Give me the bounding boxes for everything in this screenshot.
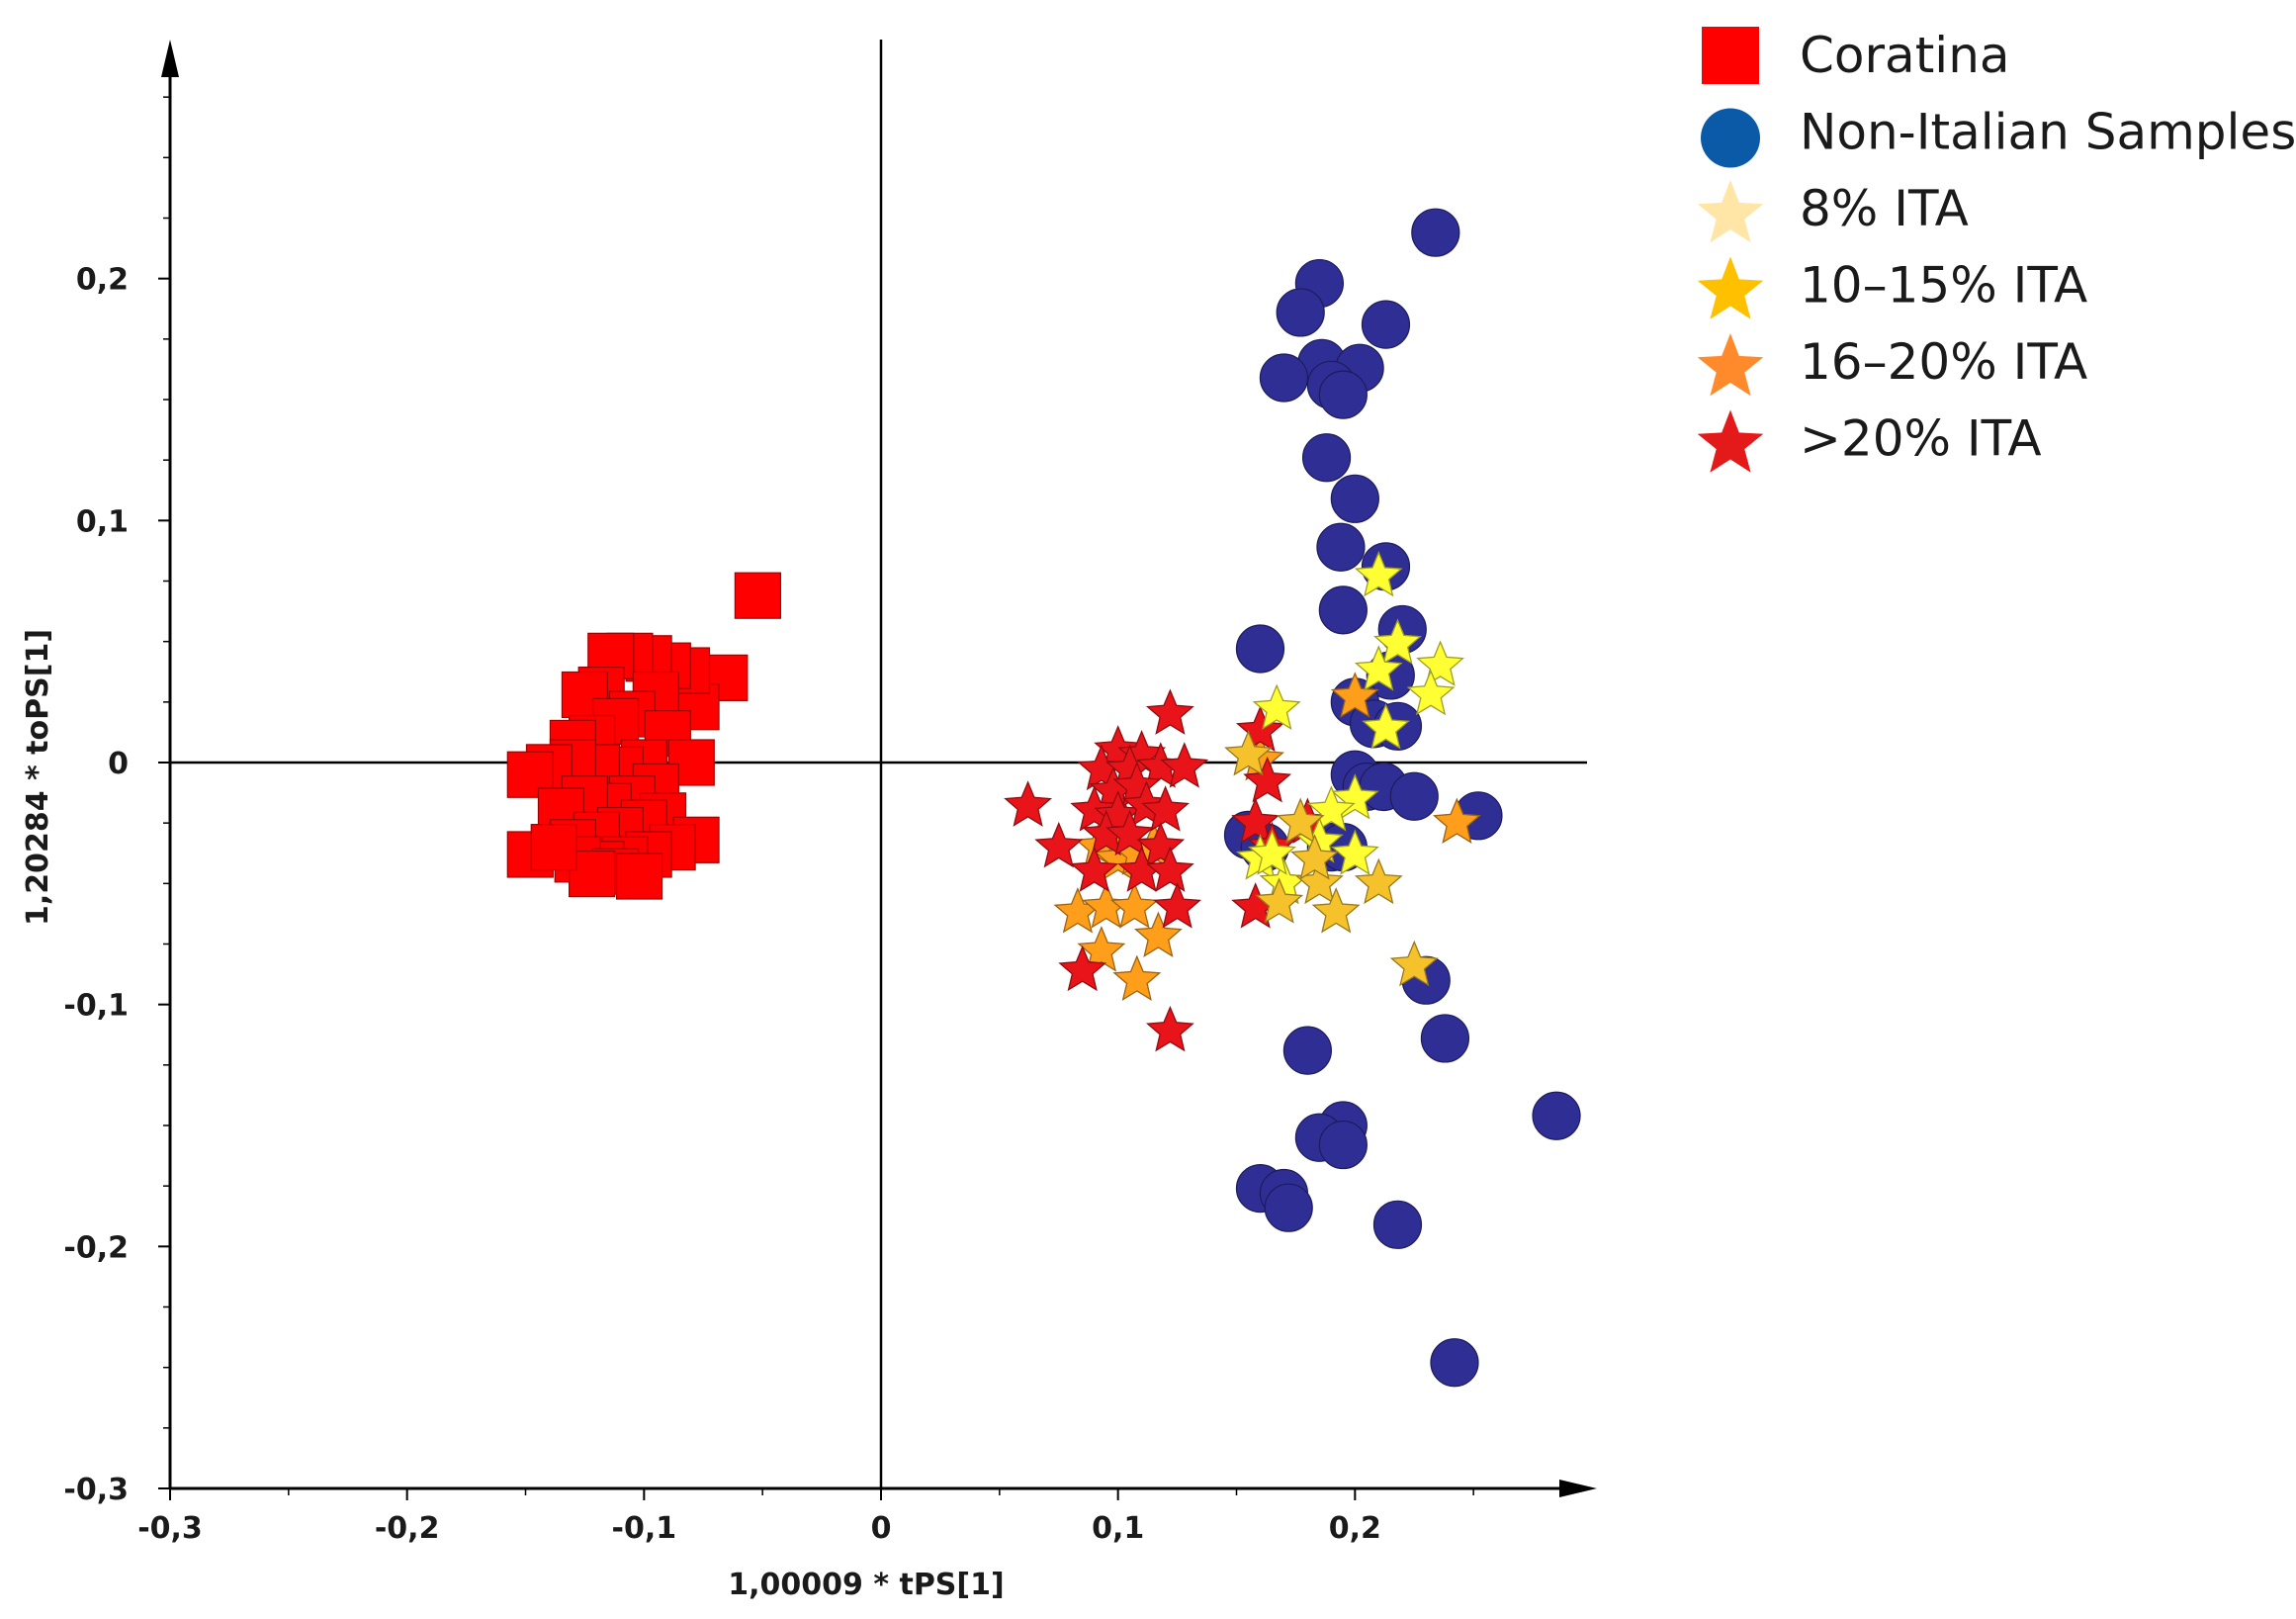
- data-point: [1070, 846, 1119, 892]
- legend-label: 16–20% ITA: [1800, 333, 2087, 391]
- y-tick-label: 0,2: [76, 263, 129, 298]
- data-point: [1318, 370, 1368, 419]
- data-point: [1077, 926, 1126, 972]
- x-axis-title: 1,00009 * tPS[1]: [728, 1568, 1004, 1602]
- data-point: [1361, 300, 1411, 349]
- data-point: [1105, 809, 1155, 856]
- data-point: [1406, 669, 1456, 716]
- legend-label: Coratina: [1800, 27, 2010, 84]
- data-point: [1153, 882, 1202, 929]
- data-point: [1058, 944, 1107, 992]
- data-point: [1290, 834, 1340, 880]
- data-point: [615, 853, 663, 900]
- data-point: [1430, 1338, 1479, 1388]
- series--20-ita: [1004, 688, 1332, 1052]
- legend-swatch: [1697, 333, 1764, 397]
- x-tick-label: -0,1: [612, 1511, 677, 1546]
- axes: -0,3 -0,2 -0,1 0 0,1 0,2 -0,3 -0,2 -0,1 0 0,1 0,2: [63, 40, 1597, 1546]
- legend-swatch: [1701, 108, 1760, 168]
- y-tick-label: 0,1: [76, 504, 129, 539]
- x-ticks: -0,3 -0,2 -0,1 0 0,1 0,2: [137, 1488, 1474, 1546]
- data-point: [1034, 821, 1084, 868]
- series-10-15-ita: [1224, 730, 1439, 987]
- data-point: [1264, 1183, 1313, 1232]
- legend-label: Non-Italian Samples: [1800, 104, 2296, 161]
- data-point: [1362, 703, 1410, 750]
- data-point: [1109, 882, 1159, 929]
- data-points: [506, 208, 1581, 1388]
- data-point: [1145, 1005, 1194, 1052]
- data-point: [1112, 954, 1162, 1001]
- legend-label: >20% ITA: [1800, 410, 2042, 468]
- legend-swatch: [1702, 27, 1759, 84]
- data-point: [1416, 640, 1465, 686]
- data-point: [1389, 940, 1439, 987]
- legend: Coratina Non-Italian Samples 8% ITA 10–15% …: [1697, 27, 2296, 473]
- data-point: [1354, 645, 1403, 691]
- y-tick-label: -0,3: [63, 1473, 129, 1507]
- y-axis-title: 1,20284 * toPS[1]: [21, 629, 55, 926]
- data-point: [1301, 433, 1352, 483]
- data-point: [1276, 797, 1325, 844]
- data-point: [1311, 887, 1361, 934]
- legend-label: 10–15% ITA: [1800, 257, 2087, 315]
- legend-swatch: [1697, 409, 1764, 473]
- data-point: [1372, 618, 1422, 665]
- y-tick-label: -0,2: [63, 1230, 129, 1265]
- y-ticks: -0,3 -0,2 -0,1 0 0,1 0,2: [63, 96, 170, 1507]
- data-point: [1354, 550, 1403, 597]
- data-point: [1330, 829, 1379, 875]
- data-point: [1420, 1014, 1470, 1063]
- data-point: [1004, 780, 1053, 827]
- y-tick-label: 0: [108, 747, 129, 781]
- legend-label: 8% ITA: [1800, 180, 1969, 237]
- x-tick-label: -0,2: [375, 1511, 440, 1546]
- data-point: [1354, 857, 1403, 905]
- data-point: [1389, 771, 1439, 821]
- x-axis-arrow: [1559, 1480, 1597, 1497]
- data-point: [1243, 756, 1292, 803]
- legend-swatch: [1697, 180, 1764, 243]
- x-tick-label: 0,2: [1329, 1511, 1381, 1546]
- y-axis-arrow: [161, 40, 179, 77]
- y-tick-label: -0,1: [63, 989, 129, 1024]
- data-point: [1247, 829, 1296, 875]
- data-point: [1372, 1200, 1423, 1249]
- data-point: [1141, 785, 1191, 832]
- x-tick-label: 0,1: [1092, 1511, 1144, 1546]
- data-point: [1133, 911, 1183, 957]
- data-point: [1259, 353, 1309, 403]
- data-point: [1318, 585, 1368, 635]
- legend-swatch: [1697, 256, 1764, 319]
- x-tick-label: -0,3: [137, 1511, 203, 1546]
- data-point: [1252, 683, 1301, 730]
- data-point: [1532, 1091, 1581, 1140]
- data-point: [1224, 730, 1273, 776]
- series-coratina: [506, 572, 781, 900]
- data-point: [1330, 672, 1379, 718]
- data-point: [1411, 208, 1460, 257]
- data-point: [1255, 877, 1304, 924]
- data-point: [1145, 846, 1194, 892]
- x-tick-label: 0: [871, 1511, 892, 1546]
- data-point: [1282, 1026, 1333, 1075]
- data-point: [1235, 624, 1285, 674]
- data-point: [1318, 1120, 1368, 1170]
- data-point: [1316, 522, 1366, 572]
- data-point: [734, 572, 781, 619]
- data-point: [1160, 742, 1209, 788]
- data-point: [530, 824, 577, 871]
- data-point: [1432, 797, 1481, 844]
- data-point: [1231, 797, 1280, 844]
- data-point: [1145, 688, 1194, 735]
- data-point: [1276, 288, 1325, 337]
- data-point: [1330, 474, 1379, 523]
